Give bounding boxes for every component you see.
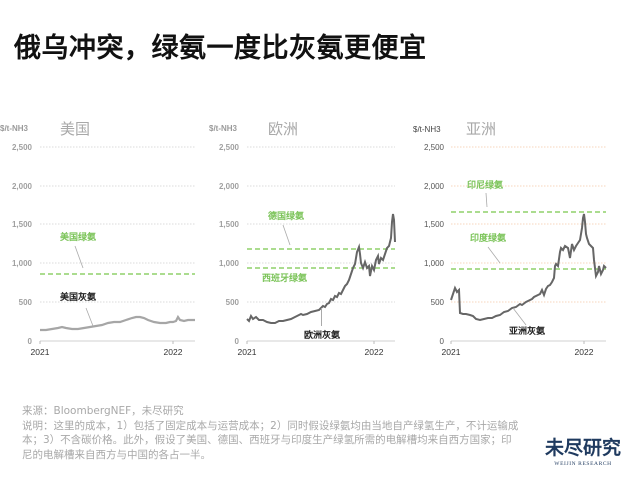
y-tick: 1,000 <box>12 259 33 268</box>
y-tick: 2,000 <box>12 182 33 191</box>
annotation-arrow <box>321 308 322 326</box>
svg-text:0: 0 <box>235 337 240 346</box>
y-axis-unit: $/t-NH3 <box>413 125 441 134</box>
x-tick: 2021 <box>31 347 50 357</box>
asia-grey-label: 亚洲灰氨 <box>509 325 545 337</box>
svg-text:500: 500 <box>226 298 240 307</box>
panel-title: 亚洲 <box>466 120 497 138</box>
page-title: 俄乌冲突，绿氨一度比灰氨更便宜 <box>14 33 427 64</box>
svg-text:1,000: 1,000 <box>424 259 445 268</box>
india-green-label: 印度绿氨 <box>470 232 506 244</box>
svg-text:2,500: 2,500 <box>219 143 240 152</box>
svg-text:1,500: 1,500 <box>424 220 445 229</box>
y-tick: 1,500 <box>12 220 33 229</box>
us-grey-series <box>40 314 195 332</box>
asia-chart: 2,500 2,000 1,500 1,000 500 0 2021 2022 … <box>424 143 607 357</box>
logo-en: WEIJIN RESEARCH <box>554 461 612 467</box>
us-grey-label: 美国灰氨 <box>60 291 96 303</box>
x-tick: 2022 <box>164 347 183 357</box>
y-tick: 0 <box>28 337 33 346</box>
spacer <box>0 0 1 1</box>
europe-grey-series <box>246 213 396 324</box>
germany-green-label: 德国绿氨 <box>268 210 304 222</box>
us-green-label: 美国绿氨 <box>60 231 96 243</box>
svg-text:2,000: 2,000 <box>219 182 240 191</box>
chart-panel-asia: $/t-NH3 亚洲 2,500 2,000 1,500 1,000 500 0… <box>408 118 608 358</box>
us-chart: 2,500 2,000 1,500 1,000 500 0 2021 2022 … <box>12 143 195 357</box>
spain-green-label: 西班牙绿氨 <box>262 272 307 284</box>
svg-text:2021: 2021 <box>238 347 257 357</box>
y-gridlines <box>40 146 195 303</box>
svg-text:2022: 2022 <box>365 347 384 357</box>
y-tick: 2,500 <box>12 143 33 152</box>
asia-grey-series <box>450 213 607 322</box>
annotation-arrow <box>85 307 94 327</box>
logo: 未尽研究 WEIJIN RESEARCH <box>538 433 628 467</box>
source-note: 来源：BloombergNEF，未尽研究 <box>22 405 184 417</box>
y-tick: 500 <box>19 298 33 307</box>
svg-text:2022: 2022 <box>575 347 594 357</box>
y-axis-unit: $/t-NH3 <box>209 124 238 133</box>
panel-title: 美国 <box>60 120 91 138</box>
logo-cn: 未尽研究 <box>544 437 621 459</box>
y-axis-unit: $/t-NH3 <box>0 124 29 133</box>
europe-grey-label: 欧洲灰氨 <box>304 331 341 341</box>
notes: 来源：BloombergNEF，未尽研究 说明：这里的成本，1）包括了固定成本与… <box>22 404 522 462</box>
svg-text:2,500: 2,500 <box>424 143 445 152</box>
explanation-note: 说明：这里的成本，1）包括了固定成本与运营成本；2）同时假设绿氨均由当地自产绿氢… <box>22 419 519 461</box>
svg-text:500: 500 <box>431 298 445 307</box>
svg-text:2021: 2021 <box>442 347 461 357</box>
chart-panel-europe: $/t-NH3 欧洲 2,500 2,000 1,500 1,000 500 0… <box>205 118 405 358</box>
europe-chart: 2,500 2,000 1,500 1,000 500 0 2021 2022 … <box>219 143 396 357</box>
svg-text:1,500: 1,500 <box>219 220 240 229</box>
svg-text:0: 0 <box>440 337 445 346</box>
svg-text:2,000: 2,000 <box>424 182 445 191</box>
panel-title: 欧洲 <box>268 120 299 138</box>
annotation-arrow <box>74 245 84 269</box>
chart-panel-us: $/t-NH3 美国 2,500 2,000 1,500 1,000 500 0… <box>0 118 200 358</box>
svg-text:1,000: 1,000 <box>219 259 240 268</box>
indonesia-green-label: 印尼绿氨 <box>467 179 503 191</box>
